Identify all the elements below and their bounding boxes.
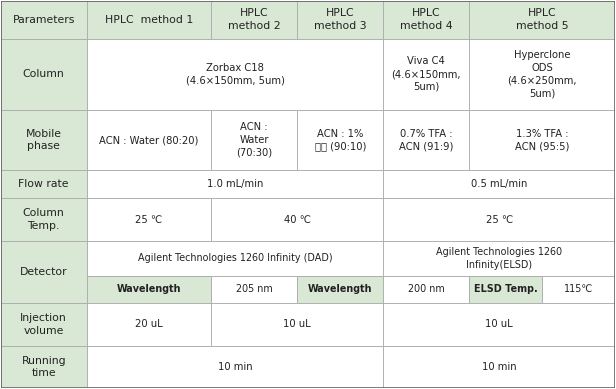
Bar — [383, 39, 469, 110]
Bar — [298, 1, 383, 39]
Bar — [87, 275, 211, 303]
Bar — [87, 1, 211, 39]
Text: Wavelength: Wavelength — [116, 284, 181, 294]
Bar — [469, 39, 615, 110]
Bar — [383, 198, 615, 242]
Bar — [211, 1, 298, 39]
Text: 20 uL: 20 uL — [135, 319, 163, 329]
Bar — [383, 346, 615, 388]
Text: 10 uL: 10 uL — [283, 319, 311, 329]
Bar — [469, 1, 615, 39]
Text: Parameters: Parameters — [12, 15, 75, 25]
Text: 0.5 mL/min: 0.5 mL/min — [471, 179, 527, 189]
Text: Column
Temp.: Column Temp. — [23, 208, 65, 231]
Text: 10 min: 10 min — [217, 362, 253, 372]
Text: 25 ℃: 25 ℃ — [486, 215, 513, 224]
Text: Viva C4
(4.6×150mm,
5um): Viva C4 (4.6×150mm, 5um) — [392, 56, 461, 92]
Bar — [469, 275, 541, 303]
Bar — [1, 303, 87, 346]
Text: Wavelength: Wavelength — [308, 284, 373, 294]
Text: 10 uL: 10 uL — [485, 319, 513, 329]
Text: ACN : 1%
인산 (90:10): ACN : 1% 인산 (90:10) — [315, 129, 366, 151]
Bar — [1, 242, 87, 303]
Text: Flow rate: Flow rate — [18, 179, 69, 189]
Text: HPLC  method 1: HPLC method 1 — [105, 15, 193, 25]
Bar — [383, 303, 615, 346]
Text: 115℃: 115℃ — [564, 284, 593, 294]
Bar — [87, 39, 383, 110]
Bar — [1, 1, 87, 39]
Text: HPLC
method 2: HPLC method 2 — [228, 8, 280, 31]
Bar — [1, 170, 87, 198]
Text: 10 min: 10 min — [482, 362, 517, 372]
Bar — [383, 242, 615, 275]
Bar — [87, 110, 211, 170]
Text: HPLC
method 4: HPLC method 4 — [400, 8, 453, 31]
Text: ELSD Temp.: ELSD Temp. — [474, 284, 537, 294]
Text: HPLC
method 5: HPLC method 5 — [516, 8, 569, 31]
Bar — [1, 346, 87, 388]
Text: 1.0 mL/min: 1.0 mL/min — [207, 179, 263, 189]
Bar — [298, 110, 383, 170]
Text: ACN : Water (80:20): ACN : Water (80:20) — [99, 135, 198, 145]
Bar — [541, 275, 615, 303]
Bar — [87, 346, 383, 388]
Bar — [383, 1, 469, 39]
Bar — [383, 275, 469, 303]
Text: ACN :
Water
(70:30): ACN : Water (70:30) — [236, 122, 272, 158]
Text: 200 nm: 200 nm — [408, 284, 445, 294]
Text: 25 ℃: 25 ℃ — [136, 215, 163, 224]
Text: 0.7% TFA :
ACN (91:9): 0.7% TFA : ACN (91:9) — [399, 129, 453, 151]
Text: 1.3% TFA :
ACN (95:5): 1.3% TFA : ACN (95:5) — [515, 129, 570, 151]
Bar — [211, 303, 383, 346]
Bar — [87, 198, 211, 242]
Text: 205 nm: 205 nm — [236, 284, 273, 294]
Bar — [1, 198, 87, 242]
Text: Mobile
phase: Mobile phase — [26, 129, 62, 151]
Text: Injection
volume: Injection volume — [20, 313, 67, 336]
Bar — [211, 198, 383, 242]
Bar — [383, 110, 469, 170]
Text: Running
time: Running time — [22, 356, 66, 378]
Text: HPLC
method 3: HPLC method 3 — [314, 8, 367, 31]
Text: Detector: Detector — [20, 267, 68, 277]
Bar — [87, 170, 383, 198]
Bar — [469, 110, 615, 170]
Bar — [1, 110, 87, 170]
Text: Zorbax C18
(4.6×150mm, 5um): Zorbax C18 (4.6×150mm, 5um) — [185, 63, 285, 86]
Text: Column: Column — [23, 69, 65, 79]
Bar — [211, 110, 298, 170]
Bar — [1, 39, 87, 110]
Text: 40 ℃: 40 ℃ — [284, 215, 310, 224]
Bar — [383, 170, 615, 198]
Bar — [87, 303, 211, 346]
Bar — [211, 275, 298, 303]
Text: Agilent Technologies 1260
Infinity(ELSD): Agilent Technologies 1260 Infinity(ELSD) — [436, 247, 562, 270]
Text: Hyperclone
ODS
(4.6×250mm,
5um): Hyperclone ODS (4.6×250mm, 5um) — [508, 50, 577, 98]
Bar — [298, 275, 383, 303]
Text: Agilent Technologies 1260 Infinity (DAD): Agilent Technologies 1260 Infinity (DAD) — [138, 254, 332, 263]
Bar — [87, 242, 383, 275]
